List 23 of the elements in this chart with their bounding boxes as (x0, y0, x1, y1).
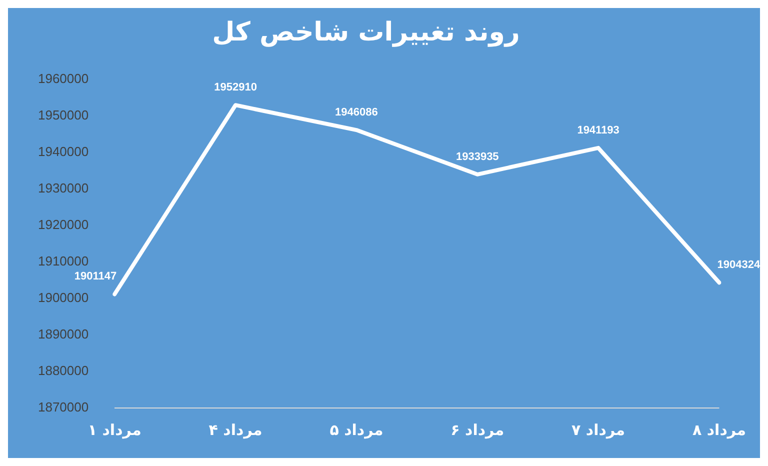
y-tick-label: 1920000 (38, 216, 89, 232)
data-label: 1933935 (456, 150, 499, 163)
y-tick-label: 1910000 (38, 253, 89, 268)
x-tick-label: ۵ مرداد (330, 420, 384, 439)
y-tick-label: 1960000 (38, 70, 89, 86)
x-tick-label: ۱ مرداد (88, 420, 142, 439)
x-tick-label: ۴ مرداد (208, 420, 262, 439)
x-tick-label: ۶ مرداد (450, 420, 504, 439)
y-tick-label: 1940000 (38, 144, 89, 159)
y-tick-label: 1870000 (38, 400, 89, 415)
data-label: 1946086 (335, 106, 378, 119)
data-label: 1941193 (577, 124, 620, 136)
x-tick-label: ۷ مرداد (572, 420, 626, 439)
y-tick-label: 1890000 (38, 326, 89, 342)
y-tick-label: 1880000 (38, 363, 89, 378)
data-label: 1952910 (214, 82, 257, 94)
data-label: 1901147 (74, 270, 117, 283)
x-tick-label: ۸ مرداد (692, 420, 746, 439)
y-tick-label: 1930000 (38, 180, 89, 196)
data-label: 1904324 (717, 259, 761, 272)
y-tick-label: 1950000 (38, 107, 89, 122)
y-tick-label: 1900000 (38, 290, 89, 305)
chart-title: روند تغییرات شاخص کل (212, 17, 520, 48)
